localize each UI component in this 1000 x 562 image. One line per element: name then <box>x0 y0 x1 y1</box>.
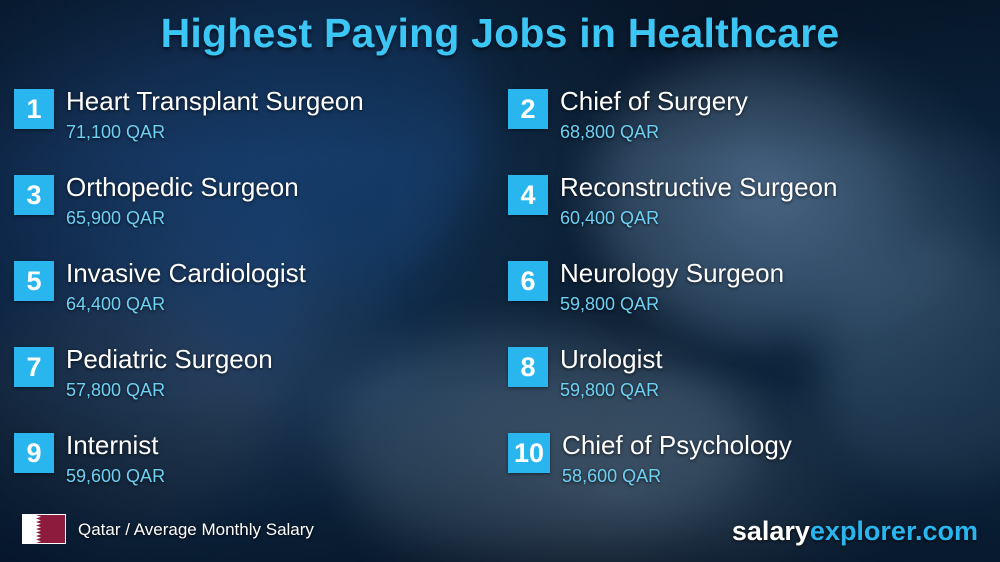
list-item-texts: Invasive Cardiologist 64,400 QAR <box>66 258 306 314</box>
job-salary: 58,600 QAR <box>562 466 662 486</box>
rank-badge: 2 <box>508 89 548 129</box>
job-title: Urologist <box>560 344 663 374</box>
page-title: Highest Paying Jobs in Healthcare <box>160 10 840 56</box>
rank-badge: 1 <box>14 89 54 129</box>
list-item: 3 Orthopedic Surgeon 65,900 QAR <box>14 172 504 228</box>
list-item-texts: Chief of Psychology 58,600 QAR <box>562 430 792 486</box>
rank-badge: 5 <box>14 261 54 301</box>
job-salary: 59,800 QAR <box>560 380 660 400</box>
jobs-list: 1 Heart Transplant Surgeon 71,100 QAR 2 … <box>0 86 1000 506</box>
brand-part-tld: .com <box>914 516 978 546</box>
job-title: Neurology Surgeon <box>560 258 785 288</box>
qatar-flag-svg <box>23 515 65 543</box>
rank-badge: 9 <box>14 433 54 473</box>
list-item-texts: Chief of Surgery 68,800 QAR <box>560 86 748 142</box>
job-salary: 57,800 QAR <box>66 380 166 400</box>
job-salary: 64,400 QAR <box>66 294 166 314</box>
footer-label: Qatar / Average Monthly Salary <box>78 520 314 539</box>
list-item-texts: Pediatric Surgeon 57,800 QAR <box>66 344 273 400</box>
job-title: Heart Transplant Surgeon <box>66 86 364 116</box>
list-item: 6 Neurology Surgeon 59,800 QAR <box>508 258 998 314</box>
list-item-texts: Heart Transplant Surgeon 71,100 QAR <box>66 86 364 142</box>
job-title: Internist <box>66 430 159 460</box>
rank-badge: 6 <box>508 261 548 301</box>
site-brand[interactable]: salaryexplorer.com <box>732 516 978 547</box>
rank-badge: 10 <box>508 433 551 473</box>
job-salary: 60,400 QAR <box>560 208 660 228</box>
list-item: 9 Internist 59,600 QAR <box>14 430 504 486</box>
job-salary: 59,600 QAR <box>66 466 166 486</box>
rank-badge: 7 <box>14 347 54 387</box>
footer: Qatar / Average Monthly Salary salaryexp… <box>0 506 1000 562</box>
job-title: Chief of Psychology <box>562 430 792 460</box>
rank-badge: 8 <box>508 347 548 387</box>
job-title: Reconstructive Surgeon <box>560 172 838 202</box>
job-title: Chief of Surgery <box>560 86 748 116</box>
list-item: 5 Invasive Cardiologist 64,400 QAR <box>14 258 504 314</box>
list-item: 10 Chief of Psychology 58,600 QAR <box>508 430 998 486</box>
list-item-texts: Urologist 59,800 QAR <box>560 344 663 400</box>
qatar-flag-icon <box>22 514 66 544</box>
list-item-texts: Reconstructive Surgeon 60,400 QAR <box>560 172 837 228</box>
job-title: Pediatric Surgeon <box>66 344 273 374</box>
job-salary: 59,800 QAR <box>560 294 660 314</box>
job-salary: 71,100 QAR <box>66 122 166 142</box>
list-item: 8 Urologist 59,800 QAR <box>508 344 998 400</box>
brand-part-explorer: explorer <box>809 516 915 546</box>
job-salary: 68,800 QAR <box>560 122 660 142</box>
list-item: 7 Pediatric Surgeon 57,800 QAR <box>14 344 504 400</box>
rank-badge: 4 <box>508 175 548 215</box>
job-title: Orthopedic Surgeon <box>66 172 299 202</box>
list-item-texts: Neurology Surgeon 59,800 QAR <box>560 258 784 314</box>
list-item: 1 Heart Transplant Surgeon 71,100 QAR <box>14 86 504 142</box>
list-item: 2 Chief of Surgery 68,800 QAR <box>508 86 998 142</box>
list-item-texts: Internist 59,600 QAR <box>66 430 165 486</box>
list-item-texts: Orthopedic Surgeon 65,900 QAR <box>66 172 299 228</box>
list-item: 4 Reconstructive Surgeon 60,400 QAR <box>508 172 998 228</box>
brand-part-salary: salary <box>731 516 810 546</box>
job-title: Invasive Cardiologist <box>66 258 306 288</box>
rank-badge: 3 <box>14 175 54 215</box>
job-salary: 65,900 QAR <box>66 208 166 228</box>
